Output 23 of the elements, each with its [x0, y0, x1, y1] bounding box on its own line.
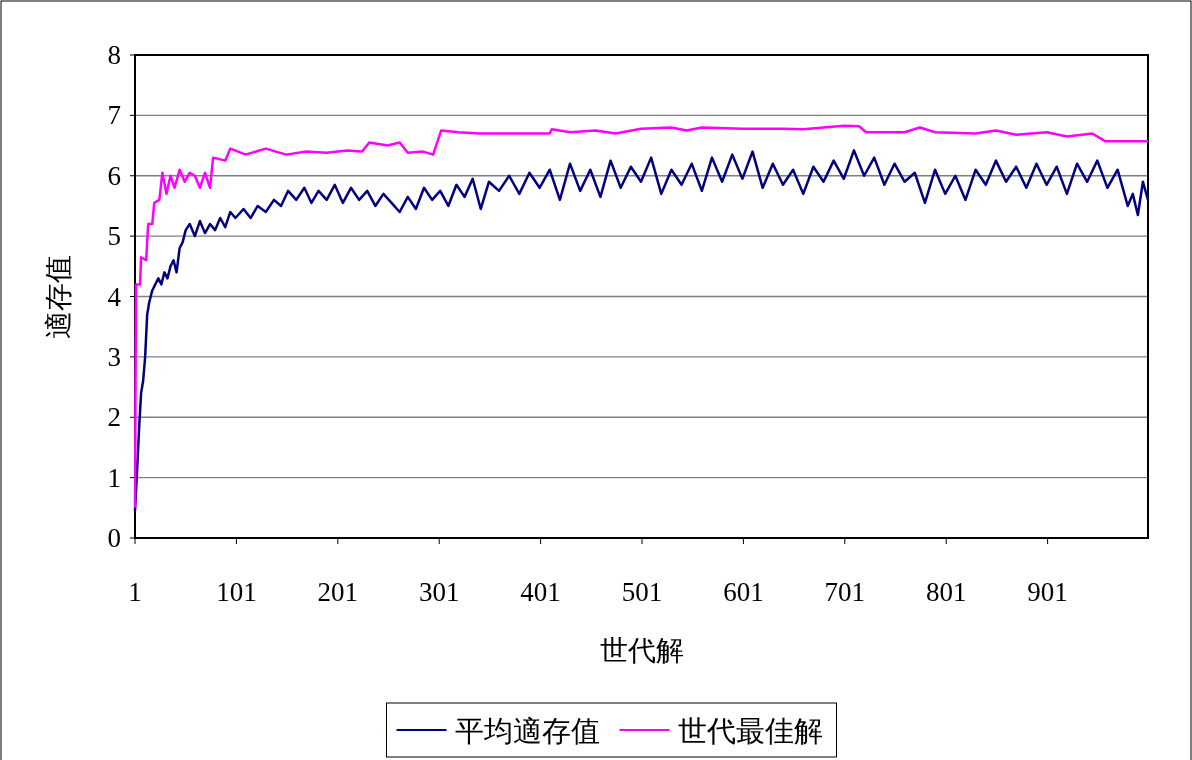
y-axis-title: 適存值 [43, 254, 74, 339]
x-tick-label: 1 [128, 577, 142, 607]
legend-label: 世代最佳解 [677, 715, 823, 747]
y-tick-label: 7 [107, 100, 121, 131]
y-tick-label: 2 [107, 402, 121, 433]
y-tick-label: 8 [107, 40, 121, 70]
y-tick-label: 1 [107, 462, 121, 493]
x-tick-label: 801 [925, 577, 967, 607]
y-tick-label: 3 [107, 341, 121, 372]
x-tick-label: 501 [621, 577, 663, 607]
y-tick-label: 5 [107, 221, 121, 252]
y-tick-label: 0 [107, 523, 121, 553]
x-tick-label: 701 [824, 577, 866, 607]
x-tick-label: 201 [317, 577, 359, 607]
x-axis-title: 世代解 [599, 635, 684, 666]
y-tick-label: 6 [107, 160, 121, 191]
x-tick-label: 401 [520, 577, 561, 607]
x-tick-label: 301 [418, 577, 460, 607]
x-tick-label: 601 [723, 577, 764, 607]
y-tick-label: 4 [107, 281, 122, 312]
x-tick-label: 901 [1027, 577, 1068, 607]
legend-label: 平均適存值 [454, 715, 600, 747]
x-tick-label: 101 [216, 577, 257, 607]
